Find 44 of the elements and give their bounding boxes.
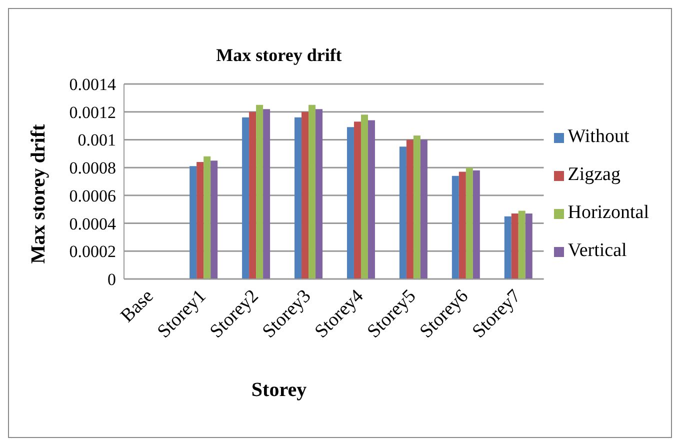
bar	[504, 216, 512, 279]
y-tick-label: 0.0012	[69, 102, 116, 122]
bar	[204, 156, 211, 279]
chart-title: Max storey drift	[215, 45, 343, 66]
bar	[308, 104, 316, 279]
bar	[242, 117, 250, 279]
y-tick-label: 0.0004	[69, 214, 116, 234]
y-tick-label: 0.0008	[69, 158, 116, 178]
bar	[302, 112, 309, 279]
bar	[210, 160, 218, 279]
bar	[406, 140, 414, 279]
bar	[420, 140, 428, 279]
bar	[368, 120, 375, 279]
y-tick-label: 0	[108, 270, 116, 290]
y-tick-label: 0.0002	[69, 242, 116, 262]
y-tick-label: 0.0006	[69, 186, 116, 206]
bar	[316, 109, 323, 279]
bar	[399, 146, 406, 279]
bar	[452, 176, 459, 279]
bar	[190, 166, 197, 279]
bar	[413, 136, 420, 279]
bar	[249, 112, 256, 279]
bar	[294, 117, 302, 279]
bar	[263, 109, 270, 279]
y-axis-title: Max storey drift	[28, 124, 50, 264]
legend-label: Without	[568, 126, 630, 147]
bar	[346, 127, 354, 279]
y-tick-label: 0.0014	[69, 75, 116, 94]
y-tick-label: 0.001	[78, 130, 116, 150]
x-axis-title: Storey	[250, 379, 308, 402]
legend-label: Vertical	[568, 240, 627, 261]
bar	[354, 122, 361, 279]
legend-label: Horizontal	[568, 202, 649, 223]
bar	[466, 168, 473, 279]
bar	[360, 114, 368, 279]
bar	[472, 170, 480, 279]
bar	[256, 104, 264, 279]
bar	[196, 162, 204, 279]
bar	[458, 172, 466, 279]
bar	[525, 214, 532, 279]
x-tick-label: Base	[116, 286, 158, 327]
bar	[511, 214, 518, 279]
legend-label: Zigzag	[568, 164, 620, 185]
bar	[518, 210, 526, 279]
